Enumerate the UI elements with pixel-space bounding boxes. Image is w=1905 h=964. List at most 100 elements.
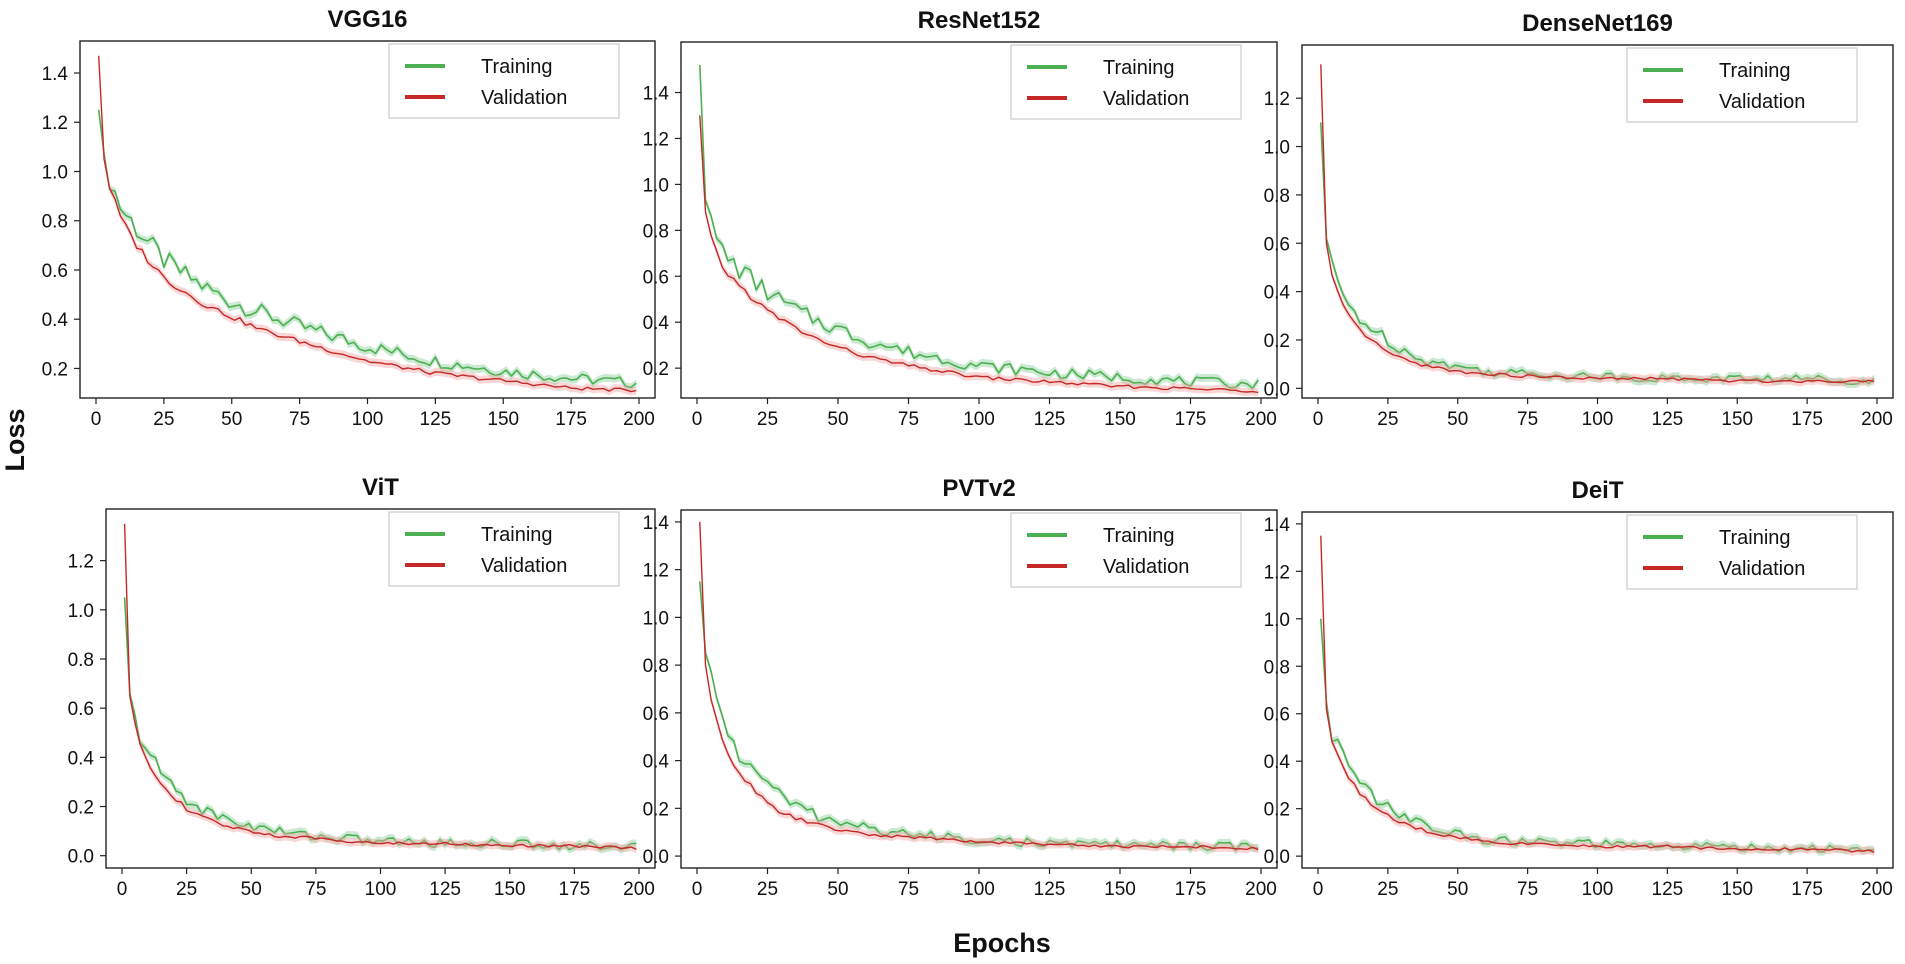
y-tick-label: 0.8 [643,221,669,242]
x-tick-label: 175 [555,409,587,430]
x-tick-label: 175 [1791,879,1823,900]
validation-line [699,115,1259,394]
y-tick-label: 0.8 [42,212,68,233]
x-tick-label: 50 [241,879,262,900]
x-tick-label: 175 [1791,409,1823,430]
y-tick-label: 1.2 [1264,562,1290,583]
x-tick-label: 100 [1582,879,1614,900]
x-tick-label: 200 [1861,879,1893,900]
x-tick-label: 200 [623,879,655,900]
y-tick-label: 0.4 [42,310,69,331]
legend-label: Training [1103,525,1175,547]
legend-label: Validation [1103,88,1189,110]
y-tick-label: 0.0 [68,847,94,868]
legend-label: Validation [481,555,567,577]
legend-label: Validation [1719,91,1805,113]
x-tick-label: 25 [153,409,174,430]
training-line [97,109,637,389]
chart-title: ViT [362,474,399,501]
y-tick-label: 0.8 [68,650,94,671]
validation-line [1320,535,1875,853]
x-tick-label: 125 [420,409,452,430]
x-tick-label: 125 [429,879,461,900]
training-band [1320,118,1875,389]
y-tick-label: 0.8 [1264,657,1290,678]
chart-panel: PVTv2 0 25 50 75 100 125 150 175 200 0.0 0.2 0.4 0.6 0… [643,475,1278,900]
x-tick-label: 100 [365,879,397,900]
legend-box [1010,512,1242,588]
legend-label: Validation [1719,558,1805,580]
x-axis-label: Epochs [953,928,1051,958]
x-tick-label: 75 [289,409,310,430]
y-tick-label: 0.2 [1264,331,1290,352]
x-tick-label: 25 [1377,409,1398,430]
validation-line [699,521,1259,851]
x-tick-label: 100 [352,409,384,430]
y-tick-label: 0.2 [1264,800,1290,821]
x-tick-label: 125 [1652,409,1684,430]
legend-box [1626,514,1858,590]
legend-label: Training [1719,527,1791,549]
y-tick-label: 0.4 [643,313,670,334]
chart-panel: DenseNet169 0 25 50 75 100 125 150 175 200 0.0 0.2 0… [1264,10,1894,430]
legend-box [1010,44,1242,120]
x-tick-label: 50 [1447,409,1468,430]
x-tick-label: 75 [305,879,326,900]
y-tick-label: 0.0 [643,847,669,868]
x-tick-label: 75 [898,409,919,430]
x-tick-label: 150 [1721,409,1753,430]
y-tick-label: 1.0 [68,601,94,622]
chart-panel: ViT 0 25 50 75 100 125 150 175 200 0.0 0.2 0.4 0.6 0.8… [68,474,656,900]
x-tick-label: 150 [1721,879,1753,900]
y-tick-label: 0.4 [643,752,670,773]
legend-label: Training [481,56,553,78]
y-tick-label: 1.0 [643,175,669,196]
chart-title: DeiT [1571,477,1623,504]
x-tick-label: 25 [757,409,778,430]
x-tick-label: 175 [1175,879,1207,900]
x-tick-label: 150 [1104,409,1136,430]
y-tick-label: 0.4 [68,748,95,769]
y-tick-label: 0.6 [643,267,669,288]
chart-panel: ResNet152 0 25 50 75 100 125 150 175 200 0.2 0.4 0.6… [643,7,1278,430]
y-tick-label: 1.0 [643,608,669,629]
chart-title: PVTv2 [942,475,1015,502]
training-band [98,105,637,392]
x-tick-label: 125 [1034,879,1066,900]
legend-label: Validation [481,87,567,109]
y-tick-label: 0.8 [643,656,669,677]
y-tick-label: 1.2 [42,113,68,134]
x-tick-label: 75 [1517,879,1538,900]
x-tick-label: 200 [623,409,655,430]
x-tick-label: 150 [494,879,526,900]
validation-line [123,523,637,850]
x-tick-label: 0 [117,879,128,900]
y-tick-label: 0.6 [1264,234,1290,255]
x-tick-label: 50 [827,409,848,430]
y-tick-label: 1.4 [1264,515,1291,536]
x-tick-label: 125 [1652,879,1684,900]
y-tick-label: 0.6 [1264,705,1290,726]
y-tick-label: 1.4 [42,64,69,85]
x-tick-label: 0 [1313,879,1324,900]
legend-label: Validation [1103,556,1189,578]
y-tick-label: 0.4 [1264,752,1291,773]
y-tick-label: 0.2 [643,359,669,380]
y-tick-label: 1.2 [643,129,669,150]
legend-box [1626,47,1858,123]
y-tick-label: 0.0 [1264,379,1290,400]
y-tick-label: 1.2 [643,561,669,582]
chart-panel: DeiT 0 25 50 75 100 125 150 175 200 0.0 0.2 0.4 0.6 0.… [1264,477,1894,900]
y-tick-label: 0.2 [42,359,68,380]
x-tick-label: 100 [963,879,995,900]
legend-label: Training [481,524,553,546]
x-tick-label: 75 [1517,409,1538,430]
x-tick-label: 50 [221,409,242,430]
x-tick-label: 150 [1104,879,1136,900]
y-tick-label: 1.0 [42,162,68,183]
x-tick-label: 200 [1245,879,1277,900]
x-tick-label: 100 [1582,409,1614,430]
x-tick-label: 25 [757,879,778,900]
x-tick-label: 200 [1861,409,1893,430]
validation-line [98,55,637,393]
